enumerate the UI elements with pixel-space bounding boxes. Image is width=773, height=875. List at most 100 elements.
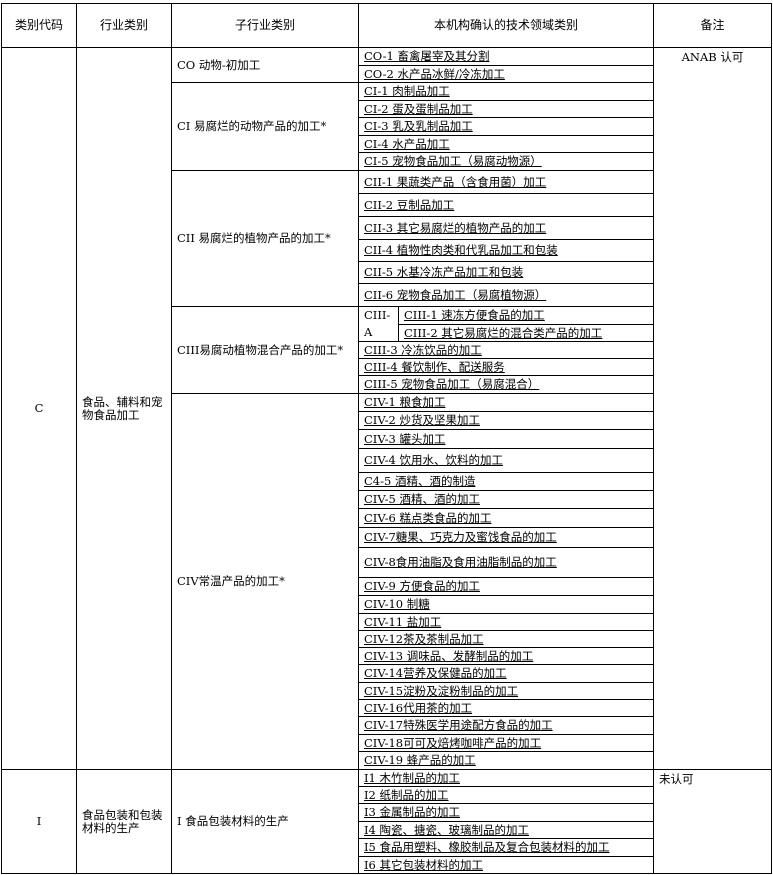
technical-field-text: I2 纸制品的加工 xyxy=(364,787,449,802)
technical-field-text: CIII-4 餐饮制作、配送服务 xyxy=(364,359,505,374)
subgroup-label: CIII-A xyxy=(358,306,399,342)
technical-field: I5 食品用塑料、橡胶制品及复合包装材料的加工 xyxy=(358,838,654,857)
technical-field: I3 金属制品的加工 xyxy=(358,803,654,822)
technical-field-text: CIV-17特殊医学用途配方食品的加工 xyxy=(364,718,553,732)
technical-field: CI-1 肉制品加工 xyxy=(358,82,654,101)
table-row: C 食品、辅料和宠物食品加工 CO 动物-初加工 CO-1 畜禽屠宰及其分割 ANAB … xyxy=(1,47,772,770)
technical-field-text: CII-4 植物性肉类和代乳品加工和包装 xyxy=(364,243,558,257)
remark: ANAB 认可 xyxy=(653,47,772,770)
technical-field: CIV-17特殊医学用途配方食品的加工 xyxy=(358,716,654,735)
technical-field-text: CIV-12茶及茶制品加工 xyxy=(364,631,484,646)
remark: 未认可 xyxy=(653,769,772,874)
table-row: I2 纸制品的加工 xyxy=(2,786,772,804)
technical-field-text: CIV-16代用茶的加工 xyxy=(364,700,473,715)
technical-field-text: CIV-19 蜂产品的加工 xyxy=(364,753,476,767)
header-code: 类别代码 xyxy=(1,3,77,48)
technical-field-text: CIV-13 调味品、发酵制品的加工 xyxy=(364,648,534,663)
technical-field: CIV-2 炒货及坚果加工 xyxy=(358,411,654,430)
table-row: CIV-13 调味品、发酵制品的加工 xyxy=(2,647,772,665)
technical-field-text: I1 木竹制品的加工 xyxy=(364,770,461,785)
technical-field: CII-6 宠物食品加工（易腐植物源） xyxy=(358,283,654,307)
technical-field: I6 其它包装材料的加工 xyxy=(358,856,654,874)
technical-field: CIV-18可可及焙烤咖啡产品的加工 xyxy=(358,734,654,752)
technical-field-text: CIV-5 酒精、酒的加工 xyxy=(364,492,480,506)
table-body: C 食品、辅料和宠物食品加工 CO 动物-初加工 CO-1 畜禽屠宰及其分割 ANAB … xyxy=(1,47,772,874)
technical-field-text: CIV-11 盐加工 xyxy=(364,614,442,629)
technical-field: CIV-8食用油脂及食用油脂制品的加工 xyxy=(358,547,654,578)
table-row: I3 金属制品的加工 xyxy=(2,803,772,822)
sub-industry: CII 易腐烂的植物产品的加工* xyxy=(171,170,359,307)
technical-field: CII-5 水基冷冻产品加工和包装 xyxy=(358,261,654,284)
header-technical-field: 本机构确认的技术领域类别 xyxy=(358,3,654,48)
technical-field: CIV-6 糕点类食品的加工 xyxy=(358,508,654,528)
table-row: I4 陶瓷、搪瓷、玻璃制品的加工 xyxy=(2,821,772,839)
table-row: CIII-5 宠物食品加工（易腐混合） xyxy=(2,375,772,394)
technical-field-text: I4 陶瓷、搪瓷、玻璃制品的加工 xyxy=(364,822,530,837)
technical-field: CI-5 宠物食品加工（易腐动物源） xyxy=(358,152,654,171)
technical-field-text: CIV-2 炒货及坚果加工 xyxy=(364,413,480,427)
table-row: CII-3 其它易腐烂的植物产品的加工 xyxy=(2,216,772,240)
technical-field-text: CO-1 畜禽屠宰及其分割 xyxy=(364,49,490,63)
technical-field-text: CIII-2 其它易腐烂的混合类产品的加工 xyxy=(404,325,603,340)
technical-field-text: CI-5 宠物食品加工（易腐动物源） xyxy=(364,154,542,168)
technical-field: CI-3 乳及乳制品加工 xyxy=(358,117,654,136)
technical-field: CIV-12茶及茶制品加工 xyxy=(358,630,654,648)
technical-field: CO-1 畜禽屠宰及其分割 xyxy=(358,47,654,66)
technical-field-text: CIV-7糖果、巧克力及蜜饯食品的加工 xyxy=(364,530,557,544)
category-code: I xyxy=(1,769,77,874)
sub-industry: I 食品包装材料的生产 xyxy=(171,769,359,874)
technical-field-text: CIV-14营养及保健品的加工 xyxy=(364,666,507,680)
header-sub-industry: 子行业类别 xyxy=(171,3,359,48)
technical-field-text: CII-3 其它易腐烂的植物产品的加工 xyxy=(364,220,547,235)
technical-field: CI-4 水产品加工 xyxy=(358,135,654,153)
technical-field-text: I3 金属制品的加工 xyxy=(364,805,461,819)
technical-field-text: I5 食品用塑料、橡胶制品及复合包装材料的加工 xyxy=(364,840,610,854)
category-code: C xyxy=(1,47,77,770)
technical-field: CII-4 植物性肉类和代乳品加工和包装 xyxy=(358,239,654,262)
technical-field: CIV-4 饮用水、饮料的加工 xyxy=(358,448,654,473)
technical-field-text: CII-2 豆制品加工 xyxy=(364,197,455,212)
technical-field: CO-2 水产品冰鲜/冷冻加工 xyxy=(358,65,654,83)
technical-field-text: CI-3 乳及乳制品加工 xyxy=(364,119,473,133)
technical-field-text: CI-1 肉制品加工 xyxy=(364,84,450,98)
technical-field: CIV-13 调味品、发酵制品的加工 xyxy=(358,647,654,665)
technical-field: CIV-9 方便食品的加工 xyxy=(358,577,654,596)
technical-field-text: CII-1 果蔬类产品（含食用菌）加工 xyxy=(364,174,547,189)
technical-field: CIV-5 酒精、酒的加工 xyxy=(358,490,654,509)
technical-field: CIII-1 速冻方便食品的加工 xyxy=(398,306,654,325)
table-row: I 食品包装和包装材料的生产 I 食品包装材料的生产 I1 木竹制品的加工 未认可 xyxy=(1,769,772,874)
technical-field-text: C4-5 酒精、酒的制造 xyxy=(364,474,476,488)
technical-field: CIV-14营养及保健品的加工 xyxy=(358,664,654,683)
technical-field: CIII-2 其它易腐烂的混合类产品的加工 xyxy=(398,324,654,342)
table-row: CIV-15淀粉及淀粉制品的加工 xyxy=(2,682,772,700)
table-row: CIV常温产品的加工* CIV-1 粮食加工 xyxy=(2,393,772,770)
technical-field: CIII-5 宠物食品加工（易腐混合） xyxy=(358,375,654,394)
technical-field: CIV-7糖果、巧克力及蜜饯食品的加工 xyxy=(358,527,654,548)
table-row: CIII易腐动植物混合产品的加工* CIII-A CIII-1 速冻方便食品的加工 xyxy=(2,306,772,394)
table-row: CIV-12茶及茶制品加工 xyxy=(2,630,772,648)
technical-field-text: CI-4 水产品加工 xyxy=(364,136,450,151)
sub-industry: CO 动物-初加工 xyxy=(171,47,359,83)
table-row: CI-3 乳及乳制品加工 xyxy=(2,117,772,136)
technical-field: CII-3 其它易腐烂的植物产品的加工 xyxy=(358,216,654,240)
technical-field-text: CIII-3 冷冻饮品的加工 xyxy=(364,342,482,357)
table-row: C4-5 酒精、酒的制造 xyxy=(2,472,772,491)
table-row: CIV-17特殊医学用途配方食品的加工 xyxy=(2,716,772,735)
technical-field: CIII-4 餐饮制作、配送服务 xyxy=(358,358,654,376)
technical-field: CIV-19 蜂产品的加工 xyxy=(358,751,654,770)
technical-field-text: CIV-4 饮用水、饮料的加工 xyxy=(364,453,503,467)
technical-field: CIV-15淀粉及淀粉制品的加工 xyxy=(358,682,654,700)
table-row: CIV-2 炒货及坚果加工 xyxy=(2,411,772,430)
technical-field: I2 纸制品的加工 xyxy=(358,786,654,804)
table-row: CIV-16代用茶的加工 xyxy=(2,699,772,717)
industry-category: 食品、辅料和宠物食品加工 xyxy=(76,47,172,770)
technical-field: CIV-1 粮食加工 xyxy=(358,393,654,412)
industry-category: 食品包装和包装材料的生产 xyxy=(76,769,172,874)
header-industry: 行业类别 xyxy=(76,3,172,48)
table-row: CIII-2 其它易腐烂的混合类产品的加工 xyxy=(2,324,772,342)
technical-field: CIV-10 制糖 xyxy=(358,595,654,614)
technical-field-text: CIII-1 速冻方便食品的加工 xyxy=(404,308,545,322)
sub-industry: CIV常温产品的加工* xyxy=(171,393,359,770)
table-row: CIV-4 饮用水、饮料的加工 xyxy=(2,448,772,473)
technical-field-text: I6 其它包装材料的加工 xyxy=(364,857,484,872)
